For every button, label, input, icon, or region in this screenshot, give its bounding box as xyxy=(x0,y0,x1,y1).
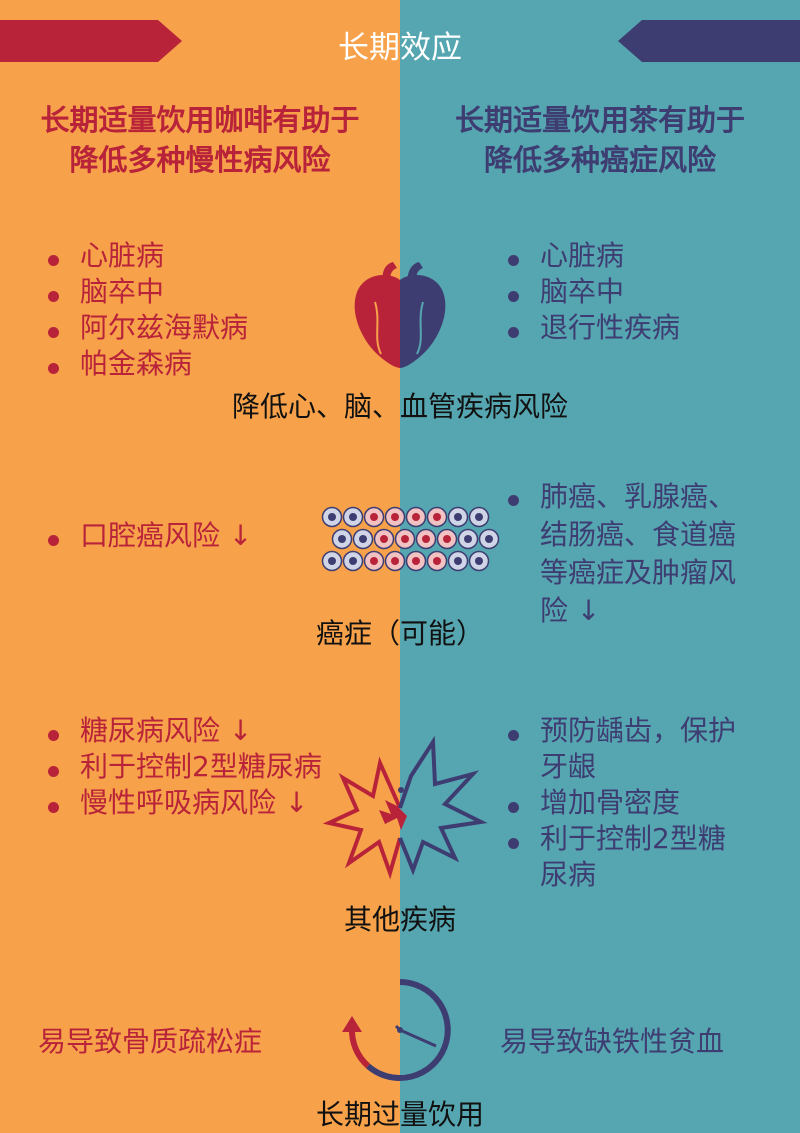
title-banner-left xyxy=(0,20,182,62)
cell-nucleus xyxy=(370,513,378,521)
coffee-other-list: 糖尿病风险 ↓ 利于控制2型糖尿病 慢性呼吸病风险 ↓ xyxy=(45,713,345,821)
coffee-overdose-text: 易导致骨质疏松症 xyxy=(38,1025,263,1058)
tea-other-list: 预防龋齿，保护牙龈 增加骨密度 利于控制2型糖尿病 xyxy=(505,713,750,893)
heart-icon xyxy=(354,262,446,368)
tea-cancer-list: 肺癌、乳腺癌、结肠癌、食道癌等癌症及肿瘤风险 ↓ xyxy=(505,478,755,630)
list-item: 利于控制2型糖尿病 xyxy=(45,749,345,785)
page-title: 长期效应 xyxy=(338,30,462,66)
list-item: 增加骨密度 xyxy=(505,785,750,821)
cell-nucleus xyxy=(391,513,399,521)
list-item: 阿尔兹海默病 xyxy=(45,310,248,346)
cells-icon xyxy=(321,506,500,572)
coffee-heading-line-2: 降低多种慢性病风险 xyxy=(69,143,331,177)
list-item: 利于控制2型糖尿病 xyxy=(505,821,750,893)
list-item: 口腔癌风险 ↓ xyxy=(45,518,252,554)
title-banner-right xyxy=(618,20,800,62)
coffee-heading: 长期适量饮用咖啡有助于 降低多种慢性病风险 xyxy=(20,100,380,180)
cardio-caption: 降低心、脑、血管疾病风险 xyxy=(231,390,568,423)
cell-nucleus xyxy=(328,557,336,565)
cell-nucleus xyxy=(380,535,388,543)
cell-nucleus xyxy=(433,513,441,521)
tea-cardio-list: 心脏病 脑卒中 退行性疾病 xyxy=(505,238,680,346)
burst-icon xyxy=(322,735,488,880)
list-item: 心脏病 xyxy=(505,238,680,274)
cell-nucleus xyxy=(349,513,357,521)
coffee-cancer-list: 口腔癌风险 ↓ xyxy=(45,518,252,554)
tea-heading: 长期适量饮用茶有助于 降低多种癌症风险 xyxy=(420,100,780,180)
cell-nucleus xyxy=(485,535,493,543)
tea-overdose-text: 易导致缺铁性贫血 xyxy=(500,1025,725,1058)
list-item: 退行性疾病 xyxy=(505,310,680,346)
list-item: 慢性呼吸病风险 ↓ xyxy=(45,785,345,821)
cell-nucleus xyxy=(391,557,399,565)
list-item: 脑卒中 xyxy=(505,274,680,310)
cell-nucleus xyxy=(475,513,483,521)
list-item: 帕金森病 xyxy=(45,346,248,382)
cell-nucleus xyxy=(401,535,409,543)
coffee-heading-line-1: 长期适量饮用咖啡有助于 xyxy=(40,103,360,137)
cell-nucleus xyxy=(359,535,367,543)
tea-panel xyxy=(400,0,800,1133)
cell-nucleus xyxy=(370,557,378,565)
list-item: 心脏病 xyxy=(45,238,248,274)
cell-nucleus xyxy=(433,557,441,565)
cell-nucleus xyxy=(464,535,472,543)
clock-icon xyxy=(342,979,451,1081)
cell-nucleus xyxy=(454,513,462,521)
cell-nucleus xyxy=(349,557,357,565)
cancer-caption: 癌症（可能） xyxy=(315,617,484,650)
cell-nucleus xyxy=(443,535,451,543)
list-item: 预防龋齿，保护牙龈 xyxy=(505,713,750,785)
cell-nucleus xyxy=(475,557,483,565)
coffee-cardio-list: 心脏病 脑卒中 阿尔兹海默病 帕金森病 xyxy=(45,238,248,382)
tea-heading-line-1: 长期适量饮用茶有助于 xyxy=(454,103,745,137)
cell-nucleus xyxy=(454,557,462,565)
cell-nucleus xyxy=(412,557,420,565)
list-item: 肺癌、乳腺癌、结肠癌、食道癌等癌症及肿瘤风险 ↓ xyxy=(505,478,755,630)
other-caption: 其他疾病 xyxy=(343,903,456,936)
cell-nucleus xyxy=(338,535,346,543)
list-item: 糖尿病风险 ↓ xyxy=(45,713,345,749)
tea-heading-line-2: 降低多种癌症风险 xyxy=(483,143,716,177)
cell-nucleus xyxy=(328,513,336,521)
cell-nucleus xyxy=(422,535,430,543)
list-item: 脑卒中 xyxy=(45,274,248,310)
cell-nucleus xyxy=(412,513,420,521)
overdose-caption: 长期过量饮用 xyxy=(315,1098,484,1131)
